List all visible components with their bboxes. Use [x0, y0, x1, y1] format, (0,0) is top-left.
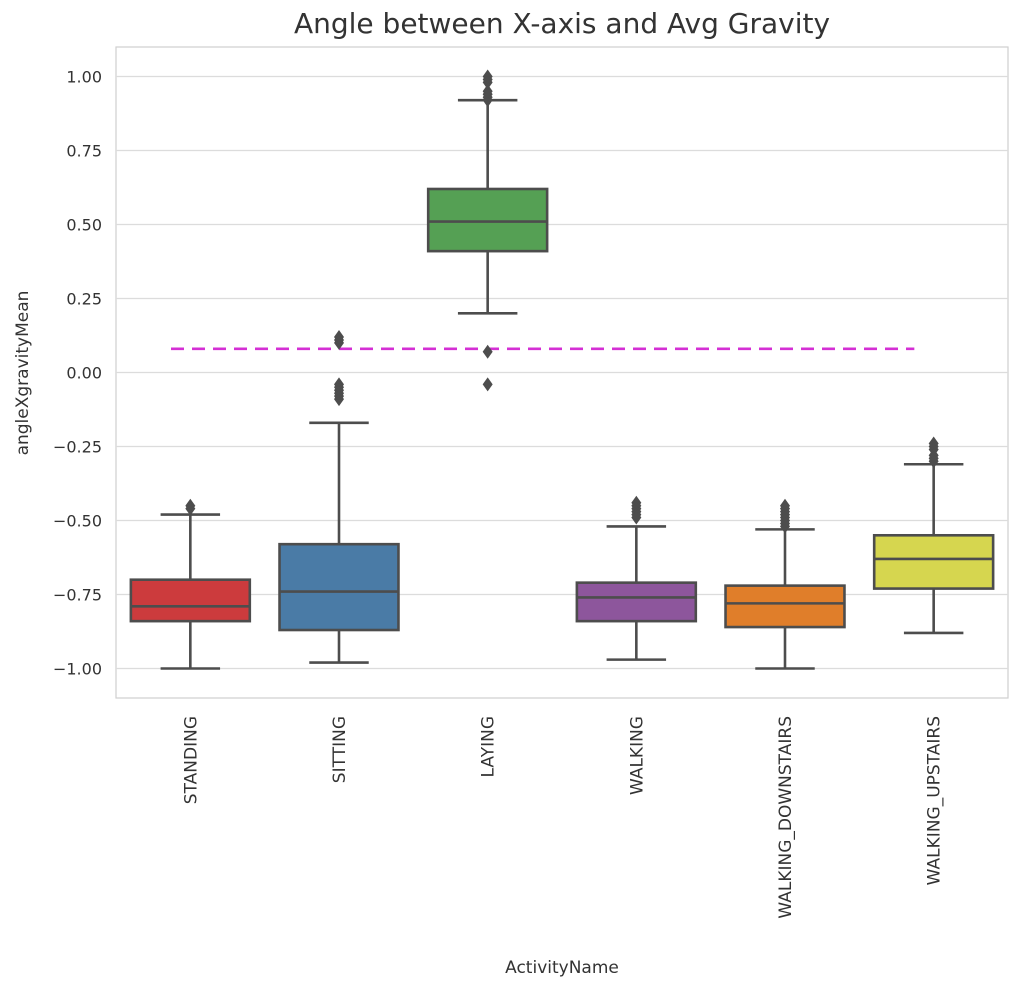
boxes [129, 69, 995, 670]
outlier-point [780, 519, 790, 534]
iqr-box [872, 533, 995, 590]
x-tick-label: SITTING [330, 716, 350, 783]
iqr-box [129, 578, 252, 623]
box-laying [426, 69, 549, 392]
box-standing [129, 498, 252, 670]
outlier-point [185, 501, 196, 516]
x-tick-label: WALKING_DOWNSTAIRS [776, 716, 796, 919]
box-walking-upstairs [872, 436, 995, 635]
y-tick-label: −0.50 [53, 512, 102, 531]
y-axis-title: angleXgravityMean [13, 291, 33, 456]
x-tick-label: WALKING_UPSTAIRS [925, 716, 945, 885]
x-tick-label: STANDING [181, 716, 201, 804]
iqr-box [278, 542, 400, 632]
grid-lines [116, 75, 1008, 670]
outlier-point [482, 377, 493, 392]
x-tick-label: WALKING [627, 716, 647, 795]
box-walking [575, 495, 698, 661]
iqr-box [575, 581, 698, 623]
box-walking-downstairs [724, 498, 846, 670]
y-tick-label: 0.50 [66, 216, 102, 235]
x-tick-labels: STANDING SITTING LAYING WALKING WALKING_DOWN… [181, 716, 944, 919]
outlier-point [928, 454, 939, 469]
outlier-point [482, 84, 493, 99]
iqr-box [426, 187, 549, 253]
outlier-point [482, 344, 493, 359]
y-tick-label: −1.00 [53, 660, 102, 679]
y-tick-label: 0.75 [66, 142, 102, 161]
x-axis-title: ActivityName [505, 958, 619, 978]
outlier-point [334, 392, 344, 407]
y-tick-label: −0.25 [53, 438, 102, 457]
box-sitting [278, 329, 400, 664]
iqr-box [724, 584, 846, 629]
y-tick-labels: −1.00 −0.75 −0.50 −0.25 0.00 0.25 0.50 0.75 1.00 [53, 68, 102, 679]
outlier-point [631, 510, 642, 525]
y-tick-label: −0.75 [53, 586, 102, 605]
outlier-point [334, 329, 344, 344]
y-tick-label: 0.25 [66, 290, 102, 309]
x-tick-label: LAYING [479, 716, 499, 777]
y-tick-label: 1.00 [66, 68, 102, 87]
chart-title: Angle between X-axis and Avg Gravity [294, 7, 830, 40]
y-tick-label: 0.00 [66, 364, 102, 383]
outlier-point [482, 69, 493, 84]
